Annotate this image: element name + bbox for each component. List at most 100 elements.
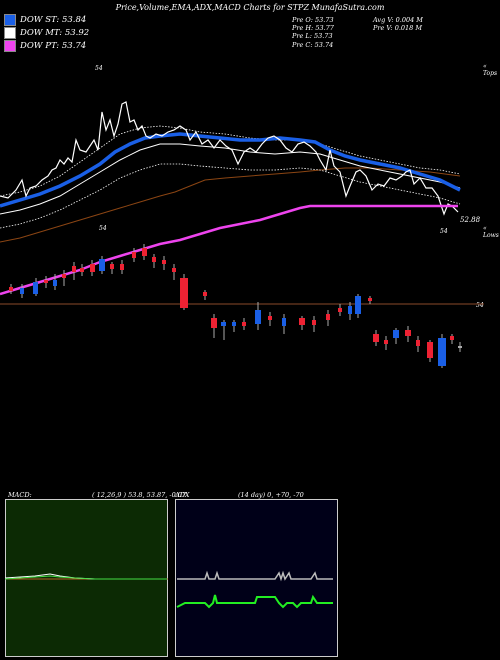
candle (450, 334, 454, 344)
candle (326, 310, 330, 326)
candle-body (450, 336, 454, 340)
candle-body (110, 264, 114, 269)
level-label-reference: 54 (476, 302, 484, 309)
candle (393, 328, 399, 344)
candle (282, 314, 286, 334)
candle (338, 304, 342, 316)
candle (72, 262, 76, 280)
legend: DOW ST: 53.84 DOW MT: 53.92 DOW PT: 53.7… (4, 14, 89, 53)
candle (384, 336, 388, 350)
candle (348, 302, 352, 320)
macd-label: MACD: (8, 491, 32, 499)
candle-body (338, 308, 342, 312)
candle-body (242, 322, 246, 326)
candle-body (90, 264, 95, 272)
candle (142, 244, 147, 260)
candle-body (221, 322, 226, 326)
price-line (0, 101, 459, 216)
candle (90, 260, 95, 276)
candle (255, 302, 261, 330)
candle (416, 336, 420, 352)
prev-open: Pre O: 53.73 (292, 16, 334, 24)
legend-item-dow-pt: DOW PT: 53.74 (4, 40, 89, 52)
candle-body (384, 340, 388, 344)
candle-body (62, 274, 66, 278)
candle (172, 264, 176, 280)
candle (242, 318, 246, 330)
volume-stats: Avg V: 0.004 M Pre V: 0.018 M (373, 16, 423, 32)
candle (438, 334, 446, 368)
candle-body (282, 318, 286, 326)
candle (355, 294, 361, 318)
candle-body (9, 287, 13, 291)
prev-close: Pre C: 53.74 (292, 40, 334, 49)
candle-body (373, 334, 379, 342)
candle-body (162, 260, 166, 264)
candle-body (255, 310, 261, 324)
candle (110, 262, 114, 274)
candle-body (405, 330, 411, 336)
prev-ohlc-stats: Pre O: 53.73 Pre H: 53.77 Pre L: 53.73 P… (292, 16, 334, 49)
candle (120, 260, 124, 274)
prev-volume: Pre V: 0.018 M (373, 24, 423, 33)
candle (53, 274, 57, 290)
candle-body (80, 268, 84, 272)
tops-label: « Tops (483, 63, 498, 77)
candle (80, 264, 84, 276)
lows-label: « Lows (483, 225, 499, 239)
candle-body (44, 280, 48, 283)
candle (427, 340, 433, 362)
candle (268, 312, 272, 326)
candle-body (416, 340, 420, 346)
candle-body (268, 316, 272, 320)
candlesticks (9, 244, 462, 368)
candle-body (203, 292, 207, 296)
candle-body (368, 298, 372, 301)
dow-pt-line (0, 204, 458, 296)
candle-body (20, 288, 24, 294)
candle-body (348, 306, 352, 314)
level-label-low-left: 54 (99, 225, 107, 232)
level-label-low-right: 54 (440, 228, 448, 235)
legend-label-dow-pt: DOW PT: 53.74 (20, 41, 87, 51)
candle-body (172, 268, 176, 272)
legend-item-dow-mt: DOW MT: 53.92 (4, 27, 89, 39)
candle-body (232, 322, 236, 326)
dow-mt-line (0, 143, 461, 215)
candle-body (132, 252, 136, 258)
chart-title: Price,Volume,EMA,ADX,MACD Charts for STP… (115, 3, 385, 12)
candle-body (211, 318, 217, 328)
candle (203, 290, 207, 300)
legend-item-dow-st: DOW ST: 53.84 (4, 14, 89, 26)
candle (211, 314, 217, 338)
level-label-top: 54 (95, 65, 103, 72)
candle (9, 284, 13, 294)
dow-st-line (0, 132, 461, 208)
candle-body (312, 320, 316, 325)
prev-high: Pre H: 53.77 (292, 24, 334, 33)
candle-body (438, 338, 446, 366)
price-chart (0, 101, 484, 368)
candle-body (53, 280, 57, 286)
legend-swatch-dow-mt (4, 27, 16, 39)
candle (33, 278, 38, 296)
candle-body (355, 296, 361, 314)
candle (312, 316, 316, 332)
adx-params: (14 day) 0, +70, -70 (238, 491, 304, 499)
prev-low: Pre L: 53.73 (292, 32, 333, 41)
candle (44, 276, 48, 288)
macd-panel (5, 499, 168, 657)
candle (152, 254, 156, 268)
adx-gray-line (177, 570, 333, 582)
candle-body (72, 266, 76, 272)
candle-body (33, 282, 38, 294)
candle-body (152, 257, 156, 262)
candle (99, 256, 105, 274)
candle (132, 248, 136, 262)
legend-label-dow-mt: DOW MT: 53.92 (20, 28, 90, 38)
candle (458, 342, 462, 352)
legend-swatch-dow-pt (4, 40, 16, 52)
ema-brown-line (0, 167, 461, 243)
macd-signal-line (5, 575, 167, 580)
avg-volume: Avg V: 0.004 M (373, 16, 423, 24)
